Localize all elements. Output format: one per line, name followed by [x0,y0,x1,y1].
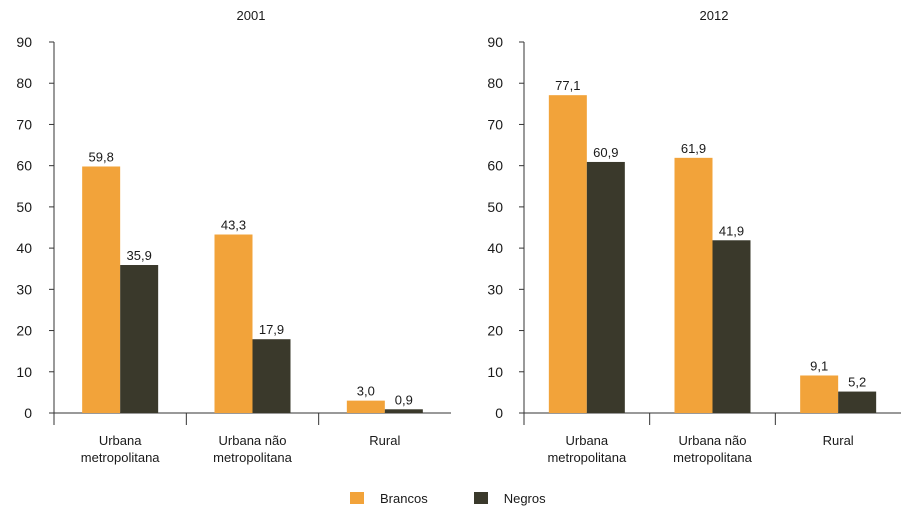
data-label-brancos: 77,1 [555,78,580,93]
legend: Brancos Negros [350,489,592,507]
bar-negros [384,409,423,413]
x-category-label: Urbana [566,433,609,448]
y-tick-label: 20 [16,323,32,339]
y-tick-label: 60 [487,158,503,174]
y-tick-label: 80 [487,75,503,91]
data-label-negros: 60,9 [593,145,618,160]
x-category-label: Urbana não [679,433,747,448]
data-label-negros: 17,9 [259,322,284,337]
y-tick-label: 30 [487,281,503,297]
y-tick-label: 0 [495,405,503,421]
y-tick-label: 90 [16,34,32,50]
y-tick-label: 70 [487,116,503,132]
y-tick-label: 10 [16,364,32,380]
data-label-negros: 0,9 [395,392,413,407]
data-label-brancos: 9,1 [810,358,828,373]
x-category-label: metropolitana [673,450,753,465]
x-category-label: metropolitana [213,450,293,465]
x-category-label: metropolitana [81,450,161,465]
legend-label-negros: Negros [503,490,546,506]
bar-brancos [82,166,121,413]
bar-brancos [548,95,587,413]
y-tick-label: 70 [16,116,32,132]
y-tick-label: 40 [487,240,503,256]
x-category-label: metropolitana [547,450,627,465]
chart-2001: 2001 0 10 20 30 40 50 60 70 80 90 59,8 35,9 Urbana met… [16,8,451,465]
bar-negros [586,161,625,413]
y-tick-label: 60 [16,158,32,174]
bar-brancos [214,234,253,413]
y-tick-label: 20 [487,323,503,339]
x-category-label: Urbana [99,433,142,448]
bar-brancos [674,157,713,413]
y-tick-label: 50 [487,199,503,215]
legend-swatch-brancos [350,492,364,504]
legend-item-negros: Negros [473,490,546,506]
x-category-label: Rural [369,433,400,448]
x-category-label: Rural [823,433,854,448]
chart-title: 2012 [700,8,729,23]
y-tick-label: 0 [24,405,32,421]
bar-brancos [346,400,385,413]
legend-item-brancos: Brancos [350,491,428,506]
y-tick-label: 90 [487,34,503,50]
data-label-negros: 41,9 [719,223,744,238]
bar-brancos [800,375,839,413]
chart-2012: 2012 0 10 20 30 40 50 60 70 80 90 77,1 60,9 Urbana met… [487,8,901,465]
legend-label-brancos: Brancos [380,490,428,506]
y-tick-label: 10 [487,364,503,380]
legend-swatch-negros [473,492,488,504]
bar-negros [838,391,877,413]
y-tick-label: 50 [16,199,32,215]
y-tick-label: 80 [16,75,32,91]
bar-negros [252,339,291,413]
data-label-brancos: 61,9 [681,141,706,156]
data-label-brancos: 59,8 [89,149,114,164]
y-tick-label: 40 [16,240,32,256]
data-label-brancos: 43,3 [221,218,246,233]
y-tick-label: 30 [16,281,32,297]
data-label-negros: 5,2 [848,375,866,390]
x-category-label: Urbana não [219,433,287,448]
data-label-brancos: 3,0 [357,384,375,399]
bar-negros [120,265,159,413]
bar-negros [712,240,751,413]
data-label-negros: 35,9 [127,248,152,263]
chart-title: 2001 [237,8,266,23]
